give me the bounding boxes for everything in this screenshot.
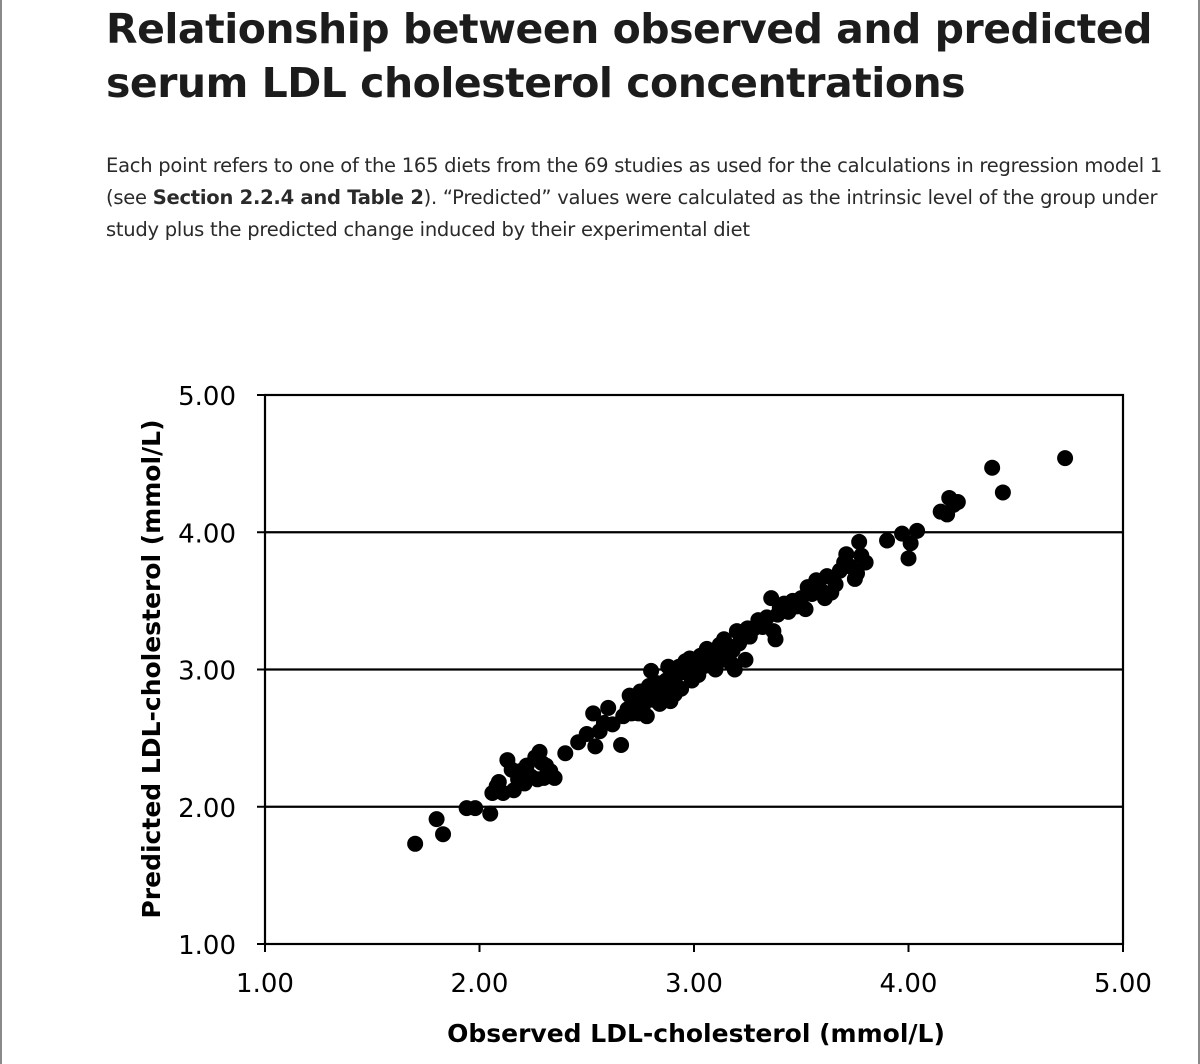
data-point — [849, 565, 866, 582]
data-point — [600, 699, 617, 716]
x-tick-label: 3.00 — [665, 969, 723, 999]
y-tick-label: 3.00 — [178, 657, 236, 687]
data-point — [726, 661, 743, 678]
y-axis-label: Predicted LDL-cholesterol (mmol/L) — [137, 419, 166, 918]
figure-title-line-1: Relationship between observed and predic… — [106, 5, 1153, 53]
data-point — [1057, 450, 1074, 467]
caption-text-1: Each point refers to one of the 165 diet… — [106, 154, 1163, 209]
data-point — [767, 631, 784, 648]
data-point — [879, 532, 896, 549]
axes — [257, 393, 1125, 952]
data-point — [482, 805, 499, 822]
data-point — [467, 800, 484, 817]
data-points — [407, 450, 1074, 852]
data-point — [797, 601, 814, 618]
data-point — [557, 745, 574, 762]
data-point — [613, 736, 630, 753]
data-point — [585, 705, 602, 722]
data-point — [900, 550, 917, 567]
data-point — [827, 576, 844, 593]
data-point — [435, 826, 452, 843]
data-point — [984, 459, 1001, 476]
data-point — [643, 662, 660, 679]
data-point — [857, 554, 874, 571]
data-point — [578, 726, 595, 743]
figure-caption: Each point refers to one of the 165 diet… — [106, 150, 1176, 246]
data-point — [737, 651, 754, 668]
data-point — [902, 535, 919, 552]
data-point — [428, 811, 445, 828]
data-point — [949, 494, 966, 511]
x-tick-label: 4.00 — [880, 969, 938, 999]
caption-reference: Section 2.2.4 and Table 2 — [152, 186, 424, 209]
figure-title-line-2: serum LDL cholesterol concentrations — [106, 59, 966, 107]
data-point — [851, 533, 868, 550]
data-point — [546, 769, 563, 786]
data-point — [994, 484, 1011, 501]
data-point — [638, 708, 655, 725]
caption-text-2: ). “Predicted” values were calculated as… — [106, 186, 1158, 241]
y-tick-label: 5.00 — [178, 382, 236, 412]
x-axis-label: Observed LDL-cholesterol (mmol/L) — [447, 1019, 945, 1048]
data-point — [407, 835, 424, 852]
x-tick-label: 2.00 — [451, 969, 509, 999]
y-tick-label: 2.00 — [178, 794, 236, 824]
page-frame-left — [0, 0, 2, 1064]
x-tick-label: 5.00 — [1094, 969, 1152, 999]
data-point — [909, 522, 926, 539]
tick-labels: 1.00 2.00 3.00 4.00 5.00 1.00 2.00 3.00 4.00 5.00 — [178, 382, 1152, 999]
data-point — [587, 738, 604, 755]
data-point — [838, 546, 855, 563]
x-tick-label: 1.00 — [236, 969, 294, 999]
y-tick-label: 4.00 — [178, 519, 236, 549]
figure-title: Relationship between observed and predic… — [106, 2, 1166, 110]
page-frame-right — [1198, 0, 1200, 1064]
y-tick-label: 1.00 — [178, 931, 236, 961]
